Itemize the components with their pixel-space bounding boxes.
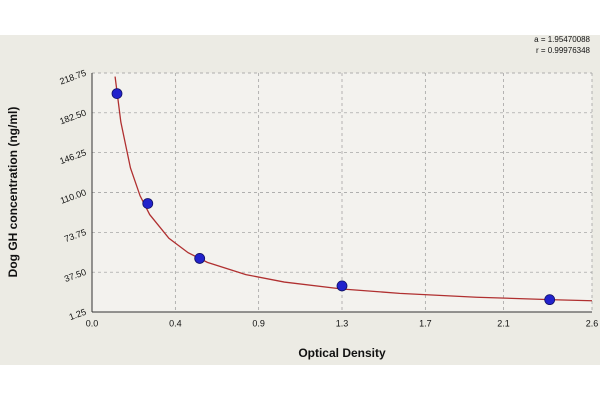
y-axis-title: Dog GH concentration (ng/ml) [6, 107, 20, 278]
data-point [336, 280, 348, 292]
data-point [194, 253, 206, 264]
x-tick-label: 1.7 [419, 318, 432, 328]
fit-curve [114, 76, 592, 302]
x-tick-label: 0.4 [169, 318, 182, 328]
data-point [544, 294, 556, 306]
data-point [142, 198, 154, 209]
annotation: a = 1.95470088 [534, 35, 590, 44]
x-tick-label: 0.9 [252, 318, 265, 328]
x-tick-label: 2.6 [586, 318, 599, 328]
x-tick-label: 1.3 [336, 318, 349, 328]
x-axis-title: Optical Density [298, 346, 386, 360]
plot-layer [111, 76, 592, 306]
data-point [111, 88, 123, 100]
x-tick-label: 0.0 [86, 318, 99, 328]
annotation: r = 0.99976348 [536, 46, 591, 55]
x-tick-label: 2.1 [497, 318, 510, 328]
